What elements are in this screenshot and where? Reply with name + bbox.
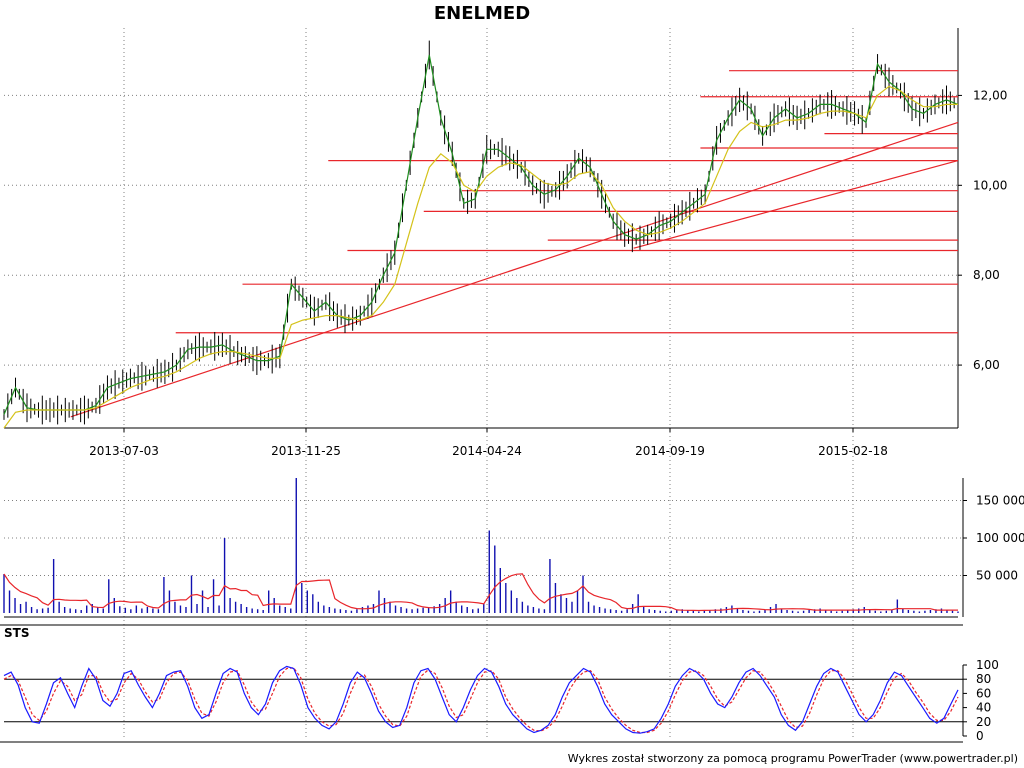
y-tick-label: 6,00 (973, 358, 1000, 372)
credit-text: Wykres został stworzony za pomocą progra… (568, 752, 1018, 765)
trendline (70, 121, 959, 418)
chart-title: ENELMED (434, 3, 530, 24)
x-tick-label: 2014-04-24 (452, 444, 522, 458)
volume-y-tick-label: 100 000 (976, 531, 1024, 545)
volume-y-tick-label: 50 000 (976, 569, 1018, 583)
moving-average-line (3, 85, 958, 429)
price-panel: 2013-07-03 2013-11-25 2014-04-24 2014-09-19… (3, 28, 1007, 740)
sts-y-tick-label: 100 (976, 658, 999, 672)
y-tick-label: 8,00 (973, 268, 1000, 282)
volume-average-line (3, 573, 958, 612)
x-tick-label: 2013-07-03 (89, 444, 159, 458)
sts-y-tick-label: 60 (976, 686, 991, 700)
close-price-line (3, 54, 959, 415)
volume-y-tick-label: 150 000 (976, 494, 1024, 508)
sts-y-tick-label: 20 (976, 715, 991, 729)
sts-y-tick-label: 0 (976, 729, 984, 743)
sts-y-tick-label: 80 (976, 672, 991, 686)
trendline (633, 160, 959, 249)
x-tick-label: 2015-02-18 (818, 444, 888, 458)
y-tick-label: 10,00 (973, 178, 1007, 192)
x-tick-label: 2013-11-25 (271, 444, 341, 458)
x-tick-label: 2014-09-19 (635, 444, 705, 458)
sts-y-tick-label: 40 (976, 701, 991, 715)
volume-panel: 50 000 100 000 150 000 (3, 478, 1024, 618)
sts-k-line (3, 665, 959, 734)
sts-panel-label: STS (4, 626, 29, 640)
y-tick-label: 12,00 (973, 88, 1007, 102)
